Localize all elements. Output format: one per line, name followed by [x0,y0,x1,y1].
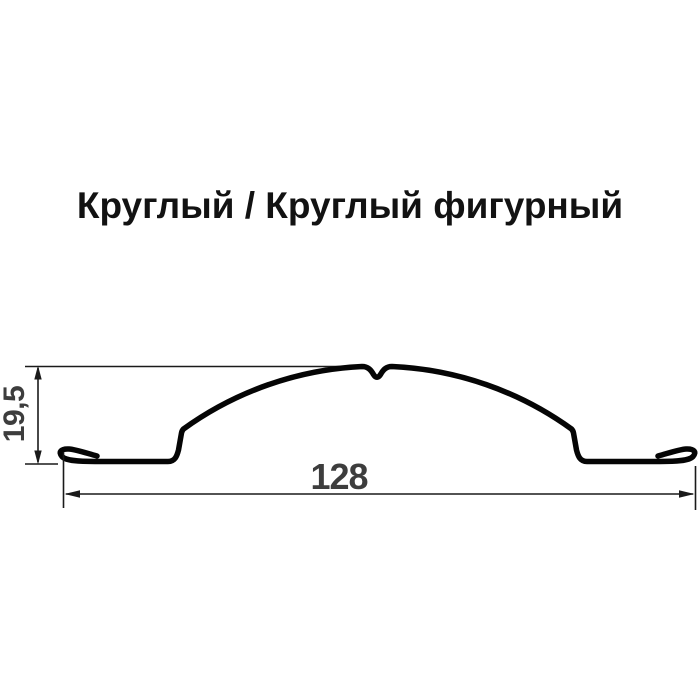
profile-outline [57,363,698,465]
width-dim-arrow-left [64,490,80,498]
width-dimension-label: 128 [310,456,367,497]
height-dim-arrow-up [34,365,42,380]
width-dim-arrow-right [679,490,695,498]
height-dimension-label: 19,5 [0,386,31,442]
height-dim-arrow-down [34,450,42,465]
diagram-title: Круглый / Круглый фигурный [76,185,624,226]
